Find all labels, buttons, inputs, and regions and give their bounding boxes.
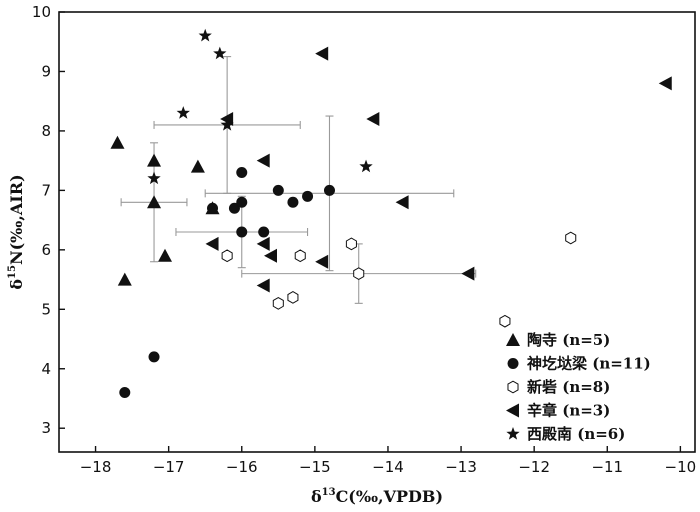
data-point-series-2 xyxy=(499,314,511,328)
legend-label: 陶寺 (n=5) xyxy=(527,331,610,349)
data-point-series-1 xyxy=(236,167,248,179)
data-point-series-4 xyxy=(213,46,227,60)
data-point-series-3 xyxy=(264,248,277,263)
data-point-series-1 xyxy=(272,184,284,196)
data-point-series-2 xyxy=(345,237,357,251)
legend-label: 神圪垯梁 (n=11) xyxy=(527,355,651,373)
data-point-series-1 xyxy=(287,196,299,208)
y-axis-title: δ15N(‰,AIR) xyxy=(7,174,26,289)
data-points xyxy=(110,28,672,399)
x-tick-label: −15 xyxy=(299,458,331,476)
y-tick-label: 4 xyxy=(41,360,51,378)
data-point-series-3 xyxy=(256,153,270,168)
x-axis-title: δ13C(‰,VPDB) xyxy=(311,487,443,506)
legend-label: 新砦 (n=8) xyxy=(527,378,610,396)
data-point-series-0 xyxy=(117,272,132,286)
data-point-series-0 xyxy=(147,195,162,209)
data-point-series-1 xyxy=(323,184,335,196)
legend-marker-0 xyxy=(506,333,520,346)
error-bars xyxy=(120,56,477,304)
data-point-series-2 xyxy=(353,267,365,280)
y-tick-label: 9 xyxy=(41,62,51,80)
data-point-series-0 xyxy=(158,248,172,262)
x-tick-label: −10 xyxy=(665,458,697,476)
y-tick-label: 3 xyxy=(41,419,51,437)
y-tick-label: 6 xyxy=(41,241,51,259)
x-tick-label: −11 xyxy=(591,458,623,476)
data-point-series-2 xyxy=(294,249,306,263)
legend-label: 辛章 (n=3) xyxy=(527,402,610,420)
x-tick-label: −16 xyxy=(226,458,258,476)
x-tick-label: −13 xyxy=(445,458,477,476)
data-point-series-2 xyxy=(287,291,299,304)
data-point-series-4 xyxy=(359,159,373,173)
y-tick-label: 5 xyxy=(41,300,51,318)
data-point-series-3 xyxy=(366,112,380,127)
y-axis-ticks: 3 4 5 6 7 8 9 10 xyxy=(32,3,65,437)
plot-frame xyxy=(58,11,696,453)
data-point-series-3 xyxy=(205,236,219,251)
data-point-series-1 xyxy=(148,351,160,363)
data-point-series-0 xyxy=(110,135,125,149)
data-point-series-1 xyxy=(302,190,314,202)
data-point-series-1 xyxy=(119,387,131,399)
data-point-series-3 xyxy=(256,236,270,251)
data-point-series-2 xyxy=(221,249,233,263)
data-point-series-4 xyxy=(220,117,234,131)
y-tick-label: 7 xyxy=(41,181,51,199)
data-point-series-4 xyxy=(147,171,161,185)
legend-label: 西殿南 (n=6) xyxy=(527,425,625,443)
data-point-series-0 xyxy=(147,153,162,167)
data-point-series-3 xyxy=(461,266,475,281)
y-tick-label: 8 xyxy=(41,122,51,140)
data-point-series-1 xyxy=(236,196,248,208)
data-point-series-3 xyxy=(395,195,409,210)
data-point-series-2 xyxy=(565,231,577,245)
data-point-series-3 xyxy=(658,76,672,91)
data-point-series-2 xyxy=(272,296,284,310)
legend-marker-3 xyxy=(506,403,519,418)
data-point-series-3 xyxy=(220,112,234,127)
x-tick-label: −17 xyxy=(153,458,185,476)
x-axis-ticks: −18 −17 −16 −15 −14 −13 −12 −11 −10 xyxy=(80,446,696,476)
data-point-series-3 xyxy=(315,46,329,61)
legend-marker-1 xyxy=(507,358,519,369)
legend: 陶寺 (n=5) 神圪垯梁 (n=11) 新砦 (n=8) 辛章 (n=3) 西殿南 (… xyxy=(506,331,651,443)
data-point-series-1 xyxy=(258,226,270,238)
data-point-series-3 xyxy=(315,254,329,269)
data-point-series-1 xyxy=(207,202,219,214)
data-point-series-1 xyxy=(236,226,248,238)
data-point-series-3 xyxy=(256,278,270,293)
x-tick-label: −14 xyxy=(372,458,404,476)
x-tick-label: −12 xyxy=(518,458,550,476)
data-point-series-0 xyxy=(190,159,205,173)
y-tick-label: 10 xyxy=(32,3,51,21)
data-point-series-1 xyxy=(228,202,240,214)
legend-marker-4 xyxy=(506,427,520,440)
data-point-series-4 xyxy=(198,28,212,42)
legend-marker-2 xyxy=(507,380,519,394)
x-tick-label: −18 xyxy=(80,458,112,476)
data-point-series-4 xyxy=(176,106,190,119)
